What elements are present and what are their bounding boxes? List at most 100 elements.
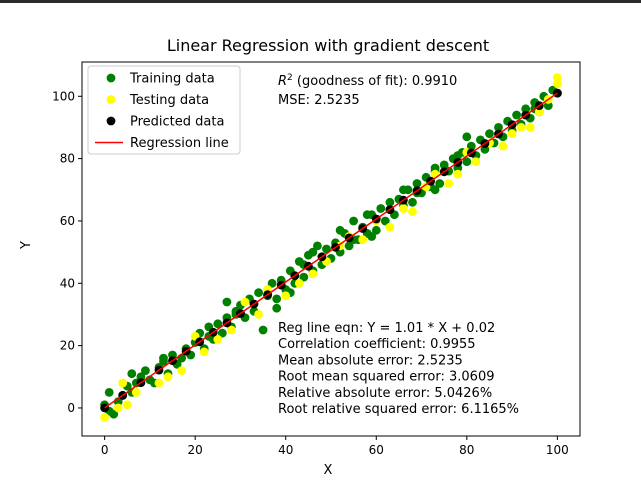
y-tick-label: 60 [60,214,75,228]
testing-data-point [516,123,526,132]
testing-data-point [525,123,535,132]
training-data-point [254,288,263,297]
testing-data-point [100,412,109,422]
training-data-point [362,210,372,220]
training-data-point [213,319,223,329]
legend: Training data Testing data Predicted data R… [87,65,241,155]
x-tick-label: 100 [546,443,569,457]
training-data-point [453,151,463,160]
x-tick-label: 80 [459,443,474,457]
training-data-point [258,325,268,335]
stats-annotation-top: R2 (goodness of fit): 0.9910 MSE: 2.5235 [278,73,457,108]
testing-data-point [154,378,164,388]
training-data-point [272,294,282,304]
stats-line: Reg line eqn: Y = 1.01 * X + 0.02 [278,321,495,336]
training-data-point [335,225,345,235]
training-data-point [272,303,282,313]
training-data-legend-label: Training data [129,72,215,87]
training-data-point [217,328,227,338]
y-axis-label: Y [19,241,34,250]
training-data-point [159,353,168,363]
y-tick-label: 40 [60,276,75,290]
x-tick-label: 40 [278,443,293,457]
training-data-point [430,163,440,173]
testing-data-point [227,325,236,335]
testing-data-point [553,79,562,89]
training-data-point [308,247,318,257]
training-data-point [466,141,476,151]
training-data-point [141,366,150,375]
testing-data-point [453,169,463,179]
training-data-point [439,160,449,170]
testing-data-point [553,73,562,82]
x-tick-label: 0 [101,443,109,457]
x-tick-label: 20 [188,443,203,457]
testing-data-point [131,388,141,397]
testing-data-point [408,207,417,217]
training-data-point [376,204,386,213]
training-data-point [512,110,521,120]
training-data-point [380,216,390,226]
testing-data-legend-label: Testing data [129,93,209,108]
regression-line-legend-label: Regression line [130,136,229,151]
mse-annotation: MSE: 2.5235 [278,93,360,108]
testing-data-point [254,310,263,319]
r2-superscript: 2 [287,73,293,83]
stats-line: Root mean squared error: 3.0609 [278,370,495,385]
training-data-point [367,232,377,241]
testing-data-point [385,222,395,232]
chart-title: Linear Regression with gradient descent [167,36,489,55]
testing-data-point [498,141,508,151]
predicted-data-legend-label: Predicted data [130,115,224,130]
training-data-point [462,157,472,167]
predicted-data-point [553,88,562,98]
testing-data-point [399,204,408,213]
stats-line: Root relative squared error: 6.1165% [278,402,519,417]
stats-annotation-bottom: Reg line eqn: Y = 1.01 * X + 0.02Correla… [278,321,519,417]
training-data-point [399,185,408,195]
testing-data-point [534,107,544,117]
testing-data-point [281,291,291,301]
predicted-data-legend-marker [106,116,116,126]
training-data-legend-marker [106,73,116,83]
y-tick-label: 0 [67,401,75,415]
training-data-point [313,241,322,251]
training-data-point [408,197,417,207]
r2-symbol: R [278,74,287,89]
legend-box [87,65,241,155]
testing-data-point [199,347,209,357]
training-data-point [412,179,422,188]
training-data-point [267,278,277,288]
stats-line: Correlation coefficient: 0.9955 [278,337,476,352]
stats-line: Relative absolute error: 5.0426% [278,386,492,401]
training-data-point [344,241,354,251]
x-axis-label: X [324,463,333,478]
training-data-point [109,409,119,419]
training-data-point [104,388,114,397]
testing-data-point [177,366,187,375]
x-tick-label: 60 [369,443,384,457]
training-data-point [521,104,531,114]
r2-annotation: R2 (goodness of fit): 0.9910 [278,73,457,89]
testing-data-point [358,235,368,245]
testing-data-point [444,179,454,188]
regression-line [104,92,558,409]
training-data-point [127,369,137,379]
training-data-point [494,123,503,132]
training-data-point [371,225,381,235]
training-data-point [299,272,309,282]
testing-data-point [507,129,517,139]
testing-data-point [113,403,123,413]
training-data-point [543,101,553,110]
testing-data-point [294,278,304,288]
stats-line: Mean absolute error: 2.5235 [278,353,463,368]
plot-area: 0 20 40 60 80 100 0 20 40 60 80 100 [52,61,581,457]
training-data-point [222,297,232,307]
testing-data-point [122,400,132,410]
training-data-point [462,132,472,142]
testing-data-point [163,372,173,382]
testing-data-point [471,157,481,167]
predicted-data-point [100,403,109,413]
training-data-point [349,216,358,226]
